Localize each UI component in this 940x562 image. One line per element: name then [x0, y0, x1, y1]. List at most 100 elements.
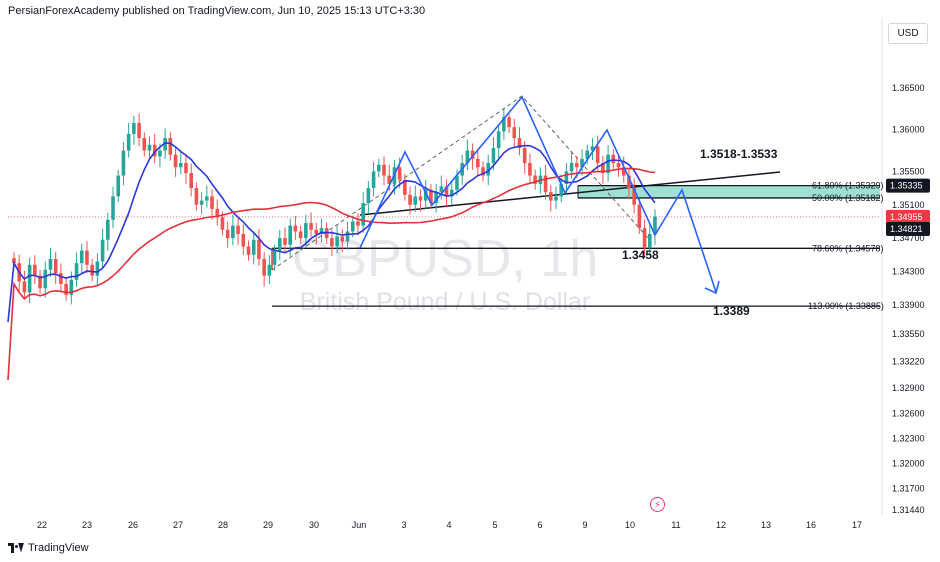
- candle: [621, 167, 626, 176]
- tradingview-logo-icon: [8, 542, 24, 554]
- candle: [74, 263, 79, 280]
- candle: [304, 223, 308, 239]
- candle: [199, 200, 204, 205]
- candle: [481, 167, 485, 176]
- candle: [590, 146, 595, 151]
- candle: [522, 148, 527, 164]
- candle: [486, 163, 491, 176]
- candle: [340, 236, 345, 242]
- y-tick-label: 1.32000: [892, 458, 925, 468]
- candle: [491, 148, 496, 164]
- x-tick-label: Jun: [352, 520, 367, 530]
- candle: [27, 264, 32, 293]
- candle: [231, 225, 235, 239]
- x-tick-label: 9: [582, 520, 587, 530]
- candle: [95, 261, 100, 276]
- candle: [611, 154, 616, 164]
- brand-name: TradingView: [28, 542, 89, 554]
- candle: [262, 258, 266, 276]
- x-tick-label: 27: [173, 520, 183, 530]
- candle: [528, 163, 532, 176]
- candle: [580, 158, 584, 168]
- candle: [215, 208, 220, 218]
- y-tick-label: 1.34300: [892, 266, 925, 276]
- y-tick-label: 1.31440: [892, 505, 925, 515]
- candle: [637, 204, 642, 229]
- candle: [418, 196, 423, 201]
- candle: [59, 273, 63, 284]
- watermark-description: British Pound / U.S. Dollar: [300, 288, 590, 316]
- supply-zone: [578, 185, 880, 198]
- x-tick-label: 30: [309, 520, 319, 530]
- y-tick-label: 1.33220: [892, 357, 925, 367]
- fib-label-78-6: 78.60% (1.34578): [812, 243, 884, 253]
- candle: [397, 167, 402, 180]
- candle: [288, 225, 293, 245]
- candle: [189, 173, 193, 189]
- candle: [403, 179, 407, 195]
- candle: [298, 231, 303, 239]
- candle: [38, 275, 42, 289]
- candle: [85, 250, 89, 265]
- flash-icon[interactable]: ⚡: [650, 497, 665, 512]
- candle: [496, 131, 501, 149]
- candle: [251, 239, 256, 255]
- candle: [142, 138, 147, 151]
- candle: [314, 229, 319, 234]
- candle: [512, 127, 517, 139]
- x-tick-label: 6: [537, 520, 542, 530]
- candle: [595, 146, 600, 164]
- candle: [69, 279, 74, 295]
- x-tick-label: 13: [761, 520, 771, 530]
- x-tick-label: 10: [625, 520, 635, 530]
- candle: [64, 283, 68, 295]
- x-tick-label: 12: [716, 520, 726, 530]
- candle: [575, 163, 579, 168]
- candle: [267, 264, 272, 276]
- zone-price-badge-text: 1.35335: [890, 181, 923, 191]
- y-tick-label: 1.33550: [892, 329, 925, 339]
- candle: [53, 258, 58, 274]
- candle: [48, 258, 53, 270]
- candle: [330, 238, 334, 247]
- candle: [178, 163, 183, 168]
- candle: [33, 264, 37, 276]
- candle: [319, 228, 324, 234]
- candle: [476, 158, 480, 168]
- candle: [647, 233, 652, 249]
- candle: [12, 258, 16, 264]
- y-tick-label: 1.36000: [892, 125, 925, 135]
- candle: [382, 164, 386, 176]
- candle: [241, 233, 246, 247]
- candle: [533, 175, 537, 184]
- candle: [236, 225, 240, 234]
- candle: [225, 229, 230, 239]
- fib-label-113: 113.00% (1.33885): [808, 301, 884, 311]
- arrow-head-icon: [704, 280, 720, 295]
- candle: [439, 186, 444, 193]
- candle: [163, 138, 167, 151]
- candle: [194, 188, 199, 205]
- x-tick-label: 22: [37, 520, 47, 530]
- candle: [632, 188, 636, 205]
- projected-wave-path: [359, 95, 717, 293]
- candle: [642, 228, 647, 249]
- y-tick-label: 1.35500: [892, 166, 925, 176]
- candle: [309, 223, 313, 230]
- candle: [616, 163, 621, 168]
- candle: [90, 264, 94, 276]
- moving-average-slow: [7, 167, 656, 381]
- currency-button[interactable]: USD: [888, 23, 928, 44]
- candle: [429, 189, 433, 204]
- y-tick-label: 1.33900: [892, 300, 925, 310]
- candle: [465, 150, 470, 164]
- candle: [147, 144, 152, 151]
- candle: [507, 117, 511, 128]
- tradingview-brand[interactable]: TradingView: [8, 542, 89, 554]
- candle: [376, 164, 381, 172]
- x-tick-label: 29: [263, 520, 273, 530]
- candle: [434, 192, 438, 204]
- candle: [184, 163, 188, 174]
- y-tick-label: 1.31700: [892, 483, 925, 493]
